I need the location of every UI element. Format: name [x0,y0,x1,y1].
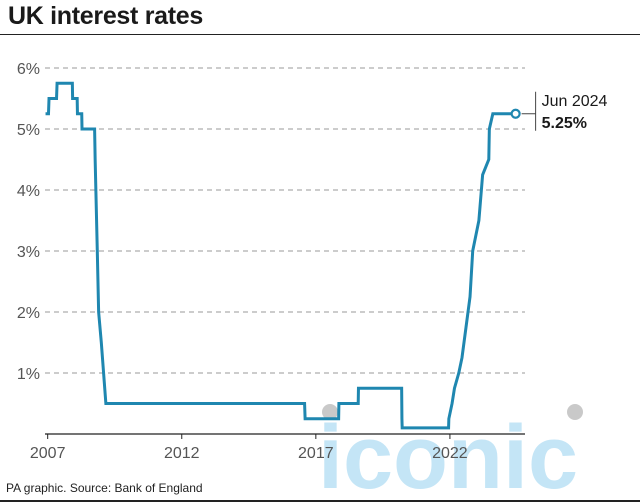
x-tick-label: 2022 [432,445,468,462]
latest-value-annotation: Jun 2024 5.25% [521,91,608,132]
title-divider [0,34,640,35]
y-tick-label: 2% [17,305,40,322]
watermark-dot [567,404,583,420]
y-tick-label: 1% [17,366,40,383]
interest-rate-line [45,81,516,430]
annotation-value: 5.25% [542,115,587,132]
bottom-divider [0,500,640,502]
x-tick-label: 2012 [164,445,200,462]
end-point-marker [510,108,521,119]
source-note: PA graphic. Source: Bank of England [6,481,203,495]
annotation-date: Jun 2024 [542,93,608,110]
watermark-dot [322,404,338,420]
chart-title: UK interest rates [8,2,203,30]
x-tick-label: 2017 [298,445,334,462]
x-tick-label: 2007 [30,445,66,462]
y-tick-label: 6% [17,61,40,78]
y-tick-label: 4% [17,183,40,200]
y-tick-label: 3% [17,244,40,261]
y-tick-label: 5% [17,122,40,139]
gridlines [45,67,525,374]
tick-labels: 1% 2% 3% 4% 5% 6% 2007 2012 2017 2022 [17,61,468,462]
